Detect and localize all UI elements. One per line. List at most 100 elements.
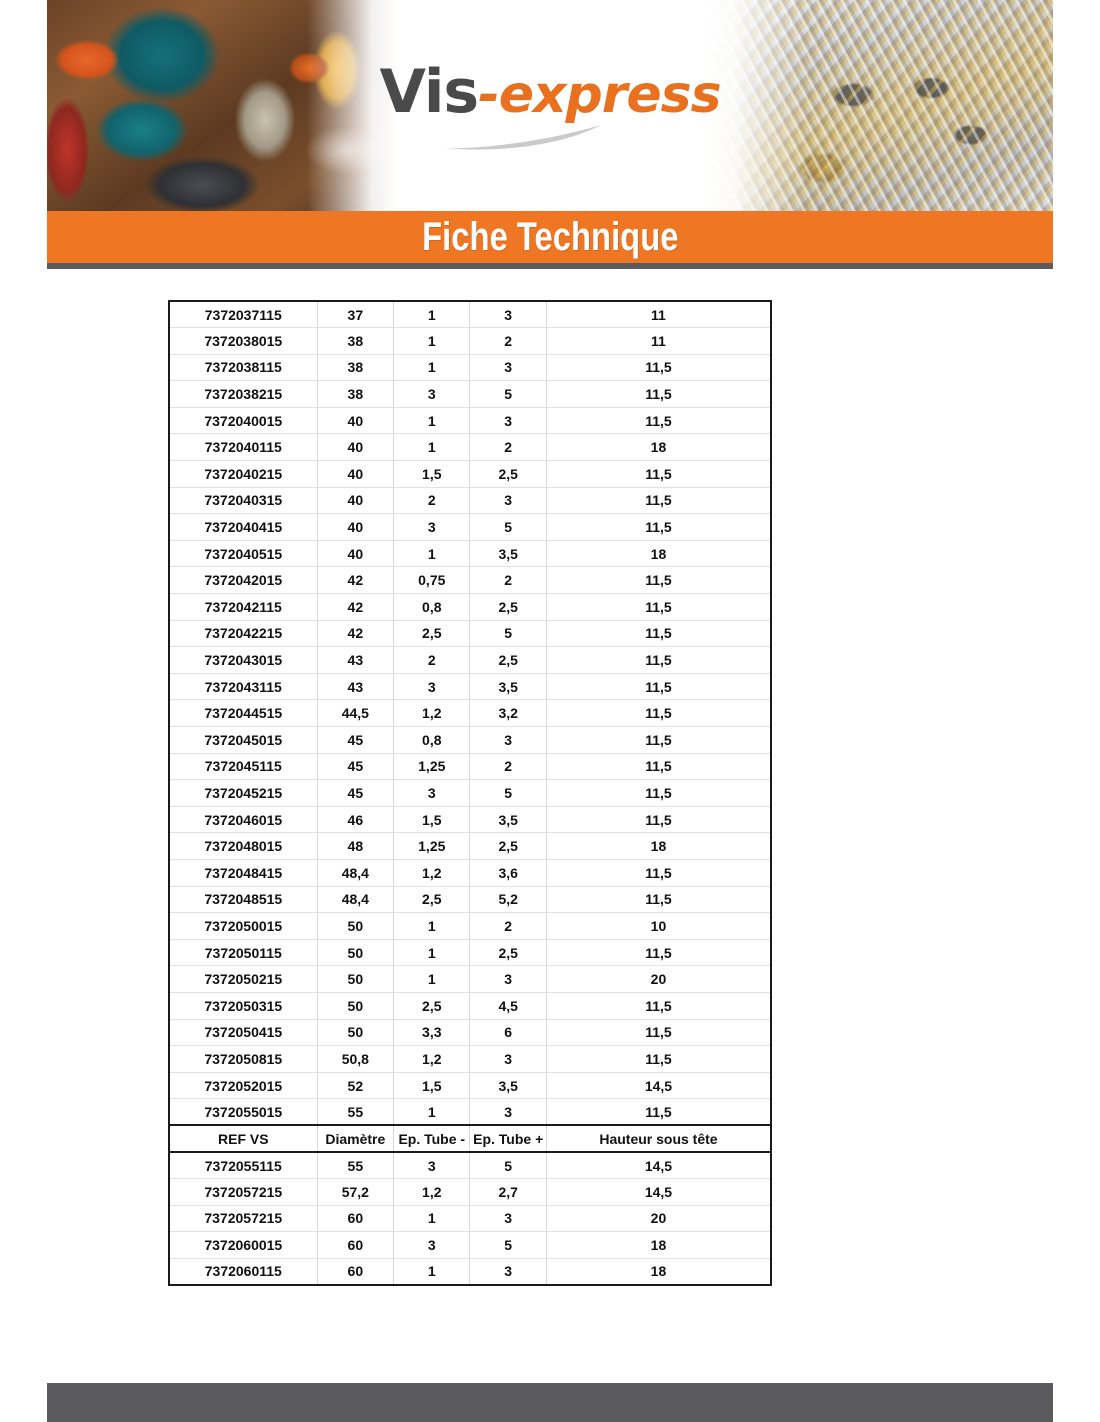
table-row: 7372060115 60 1 3 18 xyxy=(167,1257,772,1286)
table-cell: 11,5 xyxy=(545,779,772,807)
table-cell: 50 xyxy=(316,938,395,967)
table-cell: 7372040515 xyxy=(167,539,318,568)
table-cell: 38 xyxy=(316,353,395,382)
table-row: 7372038215 38 3 5 11,5 xyxy=(167,380,772,408)
table-cell: 6 xyxy=(469,1018,547,1047)
table-cell: 45 xyxy=(316,779,395,807)
table-cell: 3 xyxy=(393,672,471,701)
table-cell: 3 xyxy=(469,726,547,754)
column-header-cell: REF VS xyxy=(167,1124,318,1153)
table-row: 7372043015 43 2 2,5 11,5 xyxy=(167,646,772,674)
table-cell: 40 xyxy=(316,539,395,568)
table-cell: 20 xyxy=(545,1204,772,1233)
table-row: 7372057215 57,2 1,2 2,7 14,5 xyxy=(167,1178,772,1206)
table-cell: 3 xyxy=(469,406,547,435)
table-cell: 10 xyxy=(545,912,772,940)
table-row: 7372040215 40 1,5 2,5 11,5 xyxy=(167,460,772,488)
table-cell: 7372050215 xyxy=(167,965,318,993)
table-cell: 1 xyxy=(393,1098,471,1126)
table-cell: 7372042015 xyxy=(167,566,318,595)
table-cell: 42 xyxy=(316,566,395,595)
table-row: 7372040315 40 2 3 11,5 xyxy=(167,486,772,515)
table-cell: 1 xyxy=(393,938,471,967)
table-cell: 7372040015 xyxy=(167,406,318,435)
table-cell: 3 xyxy=(469,1098,547,1126)
table-cell: 4,5 xyxy=(469,991,547,1020)
table-cell: 42 xyxy=(316,593,395,621)
table-cell: 3,6 xyxy=(469,858,547,887)
table-cell: 11 xyxy=(545,327,772,355)
table-cell: 7372048415 xyxy=(167,858,318,887)
table-cell: 7372050815 xyxy=(167,1045,318,1073)
table-row: 7372050015 50 1 2 10 xyxy=(167,912,772,940)
table-cell: 60 xyxy=(316,1257,395,1286)
workbench-screws-organizer-photo xyxy=(47,0,397,211)
table-cell: 14,5 xyxy=(545,1071,772,1100)
table-row: 7372040515 40 1 3,5 18 xyxy=(167,539,772,568)
table-cell: 7372055015 xyxy=(167,1098,318,1126)
logo-express-text: -express xyxy=(478,64,721,125)
table-cell: 1,25 xyxy=(393,832,471,860)
table-cell: 40 xyxy=(316,513,395,541)
table-cell: 11,5 xyxy=(545,353,772,382)
table-cell: 1,2 xyxy=(393,1178,471,1206)
table-row: 7372050115 50 1 2,5 11,5 xyxy=(167,938,772,967)
table-cell: 43 xyxy=(316,646,395,674)
table-cell: 2,5 xyxy=(469,832,547,860)
table-row: 7372040015 40 1 3 11,5 xyxy=(167,406,772,435)
table-cell: 1,2 xyxy=(393,858,471,887)
table-cell: 0,8 xyxy=(393,593,471,621)
table-cell: 3 xyxy=(469,486,547,515)
table-cell: 1 xyxy=(393,912,471,940)
table-row: 7372037115 37 1 3 11 xyxy=(167,300,772,329)
table-cell: 11,5 xyxy=(545,885,772,914)
table-cell: 11,5 xyxy=(545,619,772,648)
table-cell: 1 xyxy=(393,300,471,329)
table-cell: 40 xyxy=(316,406,395,435)
table-cell: 7372040415 xyxy=(167,513,318,541)
table-cell: 2,5 xyxy=(393,991,471,1020)
logo-swoosh-icon xyxy=(443,124,601,150)
table-cell: 7372040115 xyxy=(167,433,318,462)
table-row: 7372050215 50 1 3 20 xyxy=(167,965,772,993)
table-cell: 57,2 xyxy=(316,1178,395,1206)
table-cell: 3 xyxy=(393,513,471,541)
table-cell: 11,5 xyxy=(545,1098,772,1126)
table-cell: 20 xyxy=(545,965,772,993)
table-cell: 7372055115 xyxy=(167,1151,318,1180)
table-cell: 7372045015 xyxy=(167,726,318,754)
table-cell: 3,5 xyxy=(469,539,547,568)
table-cell: 5 xyxy=(469,779,547,807)
table-cell: 7372050115 xyxy=(167,938,318,967)
table-cell: 3 xyxy=(393,1231,471,1259)
table-cell: 11,5 xyxy=(545,486,772,515)
table-cell: 2 xyxy=(469,752,547,781)
table-cell: 11,5 xyxy=(545,858,772,887)
table-cell: 7372042215 xyxy=(167,619,318,648)
table-cell: 18 xyxy=(545,539,772,568)
table-cell: 1 xyxy=(393,353,471,382)
table-cell: 18 xyxy=(545,832,772,860)
table-header-row: REF VS Diamètre Ep. Tube - Ep. Tube + Hauteu… xyxy=(167,1124,772,1153)
spec-table-container: 7372037115 37 1 3 11 7372038015 38 1 2 11 73720381… xyxy=(167,300,772,1286)
table-cell: 11 xyxy=(545,300,772,329)
table-cell: 1 xyxy=(393,965,471,993)
table-cell: 18 xyxy=(545,1231,772,1259)
table-cell: 40 xyxy=(316,486,395,515)
table-row: 7372045115 45 1,25 2 11,5 xyxy=(167,752,772,781)
table-row: 7372052015 52 1,5 3,5 14,5 xyxy=(167,1071,772,1100)
table-cell: 1,5 xyxy=(393,805,471,834)
table-cell: 3 xyxy=(469,300,547,329)
table-cell: 37 xyxy=(316,300,395,329)
table-row: 7372046015 46 1,5 3,5 11,5 xyxy=(167,805,772,834)
header-banner: Vis-express xyxy=(47,0,1053,211)
table-cell: 5 xyxy=(469,619,547,648)
table-cell: 3,5 xyxy=(469,805,547,834)
table-cell: 7372038015 xyxy=(167,327,318,355)
fiche-technique-banner: Fiche Technique xyxy=(47,211,1053,263)
table-cell: 7372037115 xyxy=(167,300,318,329)
table-cell: 7372048515 xyxy=(167,885,318,914)
table-cell: 1,2 xyxy=(393,1045,471,1073)
table-cell: 7372043015 xyxy=(167,646,318,674)
table-cell: 7372043115 xyxy=(167,672,318,701)
